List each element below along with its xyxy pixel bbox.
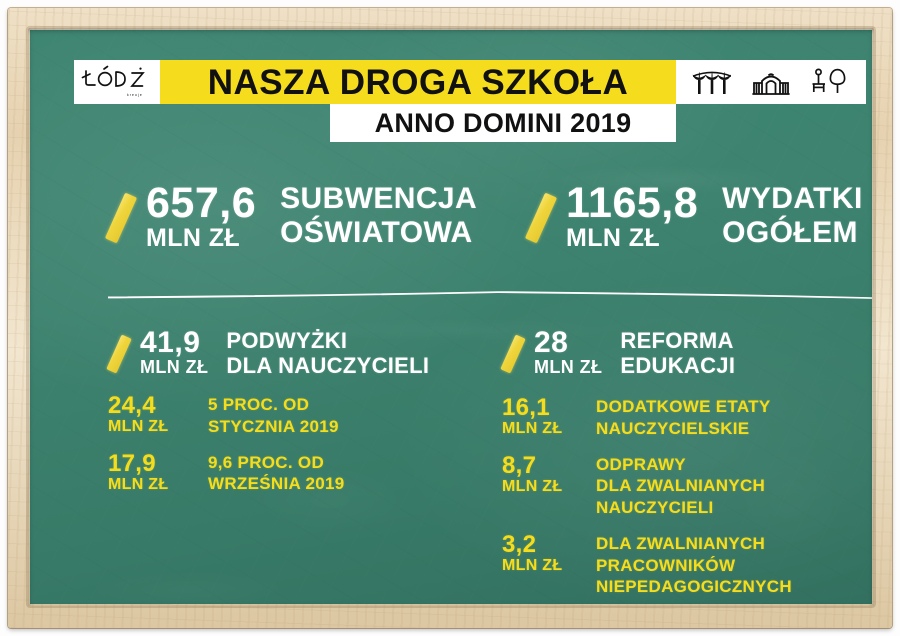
sub-item-unit: MLN ZŁ [502,556,563,574]
list-item: 24,4 MLN ZŁ 5 PROC. OD STYCZNIA 2019 [108,392,508,438]
heading-value-block: 41,9 MLN ZŁ [140,326,209,378]
sub-item-list: 24,4 MLN ZŁ 5 PROC. OD STYCZNIA 2019 17,… [108,392,508,496]
sub-item-value: 16,1 [502,394,550,422]
heading-label-line1: PODWYŻKI [226,328,348,353]
stat-unit: MLN ZŁ [566,224,661,253]
sub-item-label-line2: DLA ZWALNIANYCH [596,476,766,496]
landmark-icons-group [676,60,866,104]
sub-item-label-line2: STYCZNIA 2019 [208,416,339,436]
heading-label: PODWYŻKI DLA NAUCZYCIELI [226,328,429,378]
sub-item-label-line2: NAUCZYCIELSKIE [596,418,750,438]
sub-item-value: 8,7 [502,451,537,479]
stat-subwencja: 657,6 MLN ZŁ SUBWENCJA OŚWIATOWA [104,179,477,253]
heading-unit: MLN ZŁ [140,357,209,378]
sub-item-value-block: 24,4 MLN ZŁ [108,392,184,436]
list-item: 3,2 MLN ZŁ DLA ZWALNIANYCH PRACOWNIKÓW N… [502,530,872,598]
stat-value: 1165,8 [566,179,699,227]
stat-value-block: 1165,8 MLN ZŁ [566,179,699,253]
sub-item-value: 24,4 [108,392,156,420]
sub-item-label-line3: NAUCZYCIELI [596,498,714,518]
list-item: 8,7 MLN ZŁ ODPRAWY DLA ZWALNIANYCH NAUCZ… [502,451,872,519]
sub-item-unit: MLN ZŁ [502,420,563,438]
sub-item-value: 17,9 [108,449,156,477]
chalk-slash-icon [104,190,138,246]
list-item: 17,9 MLN ZŁ 9,6 PROC. OD WRZEŚNIA 2019 [108,449,508,496]
wooden-frame: kreuje NASZA DROGA SZKOŁA [8,8,892,628]
title-banner: NASZA DROGA SZKOŁA [160,60,676,104]
chalk-slash-icon [500,332,526,376]
column-heading: 41,9 MLN ZŁ PODWYŻKI DLA NAUCZYCIELI [106,326,508,378]
stat-label-line2: OŚWIATOWA [280,215,473,249]
heading-label-line2: DLA NAUCZYCIELI [226,353,430,379]
heading-unit: MLN ZŁ [534,357,603,378]
sub-item-label-line3: NIEPEDAGOGICZNYCH [596,577,792,597]
sub-item-list: 16,1 MLN ZŁ DODATKOWE ETATY NAUCZYCIELSK… [502,394,872,598]
heading-label-line1: REFORMA [620,328,734,353]
sub-item-value-block: 17,9 MLN ZŁ [108,449,184,494]
logo-tagline: kreuje [127,93,143,97]
stat-wydatki: 1165,8 MLN ZŁ WYDATKI OGÓŁEM [524,179,863,253]
sub-item-label: DLA ZWALNIANYCH PRACOWNIKÓW NIEPEDAGOGIC… [596,533,792,598]
list-item: 16,1 MLN ZŁ DODATKOWE ETATY NAUCZYCIELSK… [502,394,872,440]
sub-item-label-line2: PRACOWNIKÓW [596,555,736,575]
column-reforma: 28 MLN ZŁ REFORMA EDUKACJI 16,1 MLN ZŁ [500,326,872,604]
sub-item-unit: MLN ZŁ [502,477,563,495]
column-podwyzki: 41,9 MLN ZŁ PODWYŻKI DLA NAUCZYCIELI 24,… [106,326,508,509]
park-bench-tree-icon [807,65,853,99]
chalk-slash-icon [106,332,132,376]
heading-label: REFORMA EDUKACJI [620,328,735,378]
archway-gate-icon [748,65,794,99]
heading-value: 41,9 [140,326,201,359]
subtitle-banner: ANNO DOMINI 2019 [330,104,676,142]
heading-label-line2: EDUKACJI [620,353,736,379]
chalk-slash-icon [524,190,558,246]
page-title: NASZA DROGA SZKOŁA [207,62,629,102]
sub-item-value-block: 8,7 MLN ZŁ [502,451,572,496]
chalkboard: kreuje NASZA DROGA SZKOŁA [30,30,872,604]
page-subtitle: ANNO DOMINI 2019 [374,107,632,138]
sub-item-value-block: 16,1 MLN ZŁ [502,394,572,438]
stat-value-block: 657,6 MLN ZŁ [146,179,257,253]
sub-item-label-line1: DODATKOWE ETATY [596,397,771,417]
stat-label: WYDATKI OGÓŁEM [722,182,863,249]
top-stats-row: 657,6 MLN ZŁ SUBWENCJA OŚWIATOWA 1165,8 … [30,179,872,266]
sub-item-unit: MLN ZŁ [108,475,169,493]
sub-item-value: 3,2 [502,530,537,558]
sub-item-value-block: 3,2 MLN ZŁ [502,530,572,575]
stat-label-line1: WYDATKI [722,182,863,215]
sub-item-label-line1: ODPRAWY [596,454,686,474]
stat-value: 657,6 [146,179,257,227]
sub-item-label: 5 PROC. OD STYCZNIA 2019 [208,394,339,438]
sub-item-label: ODPRAWY DLA ZWALNIANYCH NAUCZYCIELI [596,454,765,519]
sub-item-label-line2: WRZEŚNIA 2019 [208,474,345,494]
sub-item-unit: MLN ZŁ [108,418,169,436]
lodz-wordmark-icon: kreuje [81,65,145,97]
heading-value-block: 28 MLN ZŁ [534,326,603,378]
sub-item-label: 9,6 PROC. OD WRZEŚNIA 2019 [208,452,344,496]
lodz-city-logo: kreuje [74,60,160,104]
palms-market-hall-icon [689,65,735,99]
chalk-divider-line [108,288,872,299]
sub-item-label-line1: 5 PROC. OD [208,395,310,415]
stat-label-line1: SUBWENCJA [280,182,478,215]
header-band: kreuje NASZA DROGA SZKOŁA [30,60,872,142]
stat-label-line2: OGÓŁEM [722,215,858,249]
sub-item-label-line1: 9,6 PROC. OD [208,452,325,472]
stat-unit: MLN ZŁ [146,224,241,253]
sub-item-label-line1: DLA ZWALNIANYCH [596,533,766,553]
heading-value: 28 [534,326,569,359]
column-heading: 28 MLN ZŁ REFORMA EDUKACJI [500,326,872,378]
stat-label: SUBWENCJA OŚWIATOWA [280,182,477,249]
sub-item-label: DODATKOWE ETATY NAUCZYCIELSKIE [596,396,770,440]
